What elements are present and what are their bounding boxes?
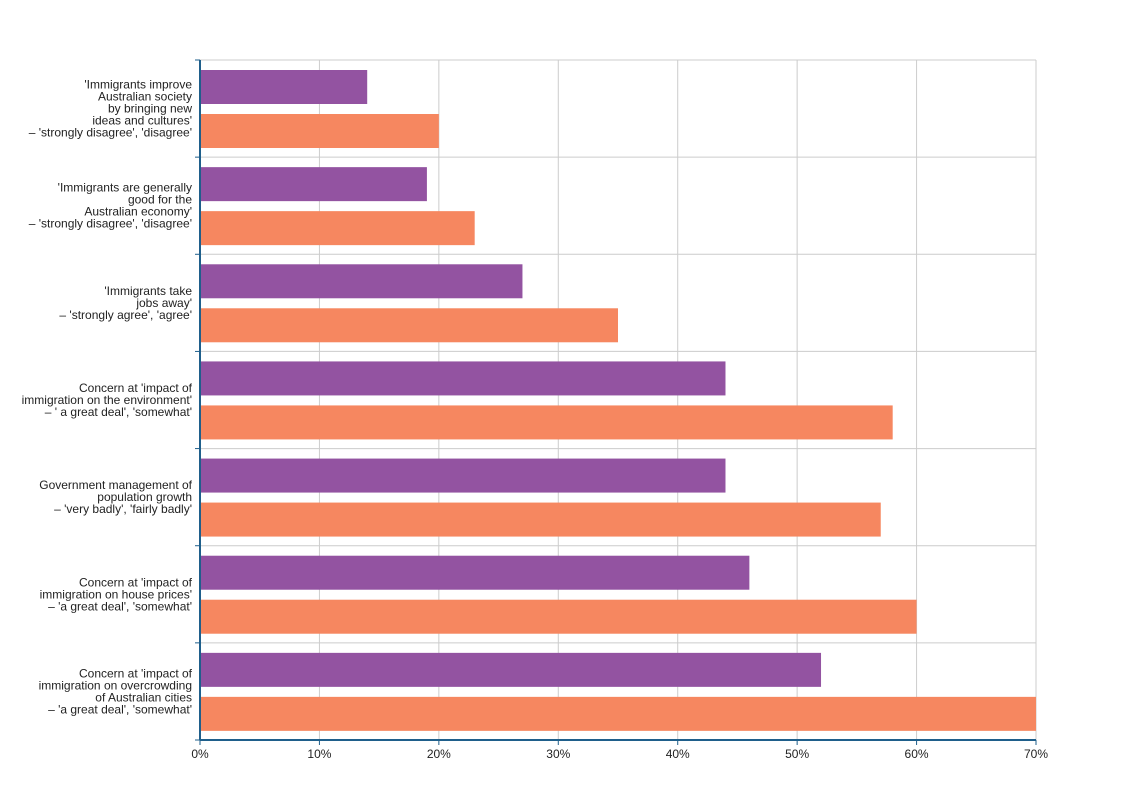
bar-series-1 (200, 458, 726, 493)
category-label-line: – 'strongly disagree', 'disagree' (29, 217, 192, 231)
category-label-line: – 'strongly disagree', 'disagree' (29, 126, 192, 140)
bar-series-2 (200, 405, 893, 440)
category-labels: 'Immigrants improve Australian society by … (22, 78, 193, 717)
bar-series-1 (200, 70, 368, 104)
bar-series-1 (200, 167, 427, 202)
category-label: Concern at 'impact of immigration on the … (22, 381, 193, 419)
category-label: Concern at 'impact of immigration on hous… (40, 575, 193, 613)
category-label: Government management of population growt… (39, 478, 192, 516)
category-label-line: by bringing new (108, 102, 192, 116)
bar-series-1 (200, 264, 523, 299)
bars (200, 70, 1036, 731)
category-label-line: immigration on house prices' (40, 587, 192, 601)
bar-series-2 (200, 599, 917, 634)
category-label-line: good for the (128, 193, 192, 207)
axes: 0% 10% 20% 30% 40% 50% 60% 70% (191, 59, 1048, 761)
category-label: 'Immigrants are generally good for the Aus… (29, 181, 193, 231)
x-tick-label: 30% (546, 747, 570, 761)
category-label-line: 'Immigrants are generally (58, 181, 192, 195)
category-label-line: Concern at 'impact of (79, 381, 193, 395)
category-label: 'Immigrants improve Australian society by … (29, 78, 193, 140)
category-label-line: – 'a great deal', 'somewhat' (48, 702, 192, 716)
x-tick-label: 20% (427, 747, 451, 761)
category-label-line: immigration on overcrowding (39, 678, 192, 692)
x-tick-label: 60% (905, 747, 929, 761)
x-tick-label: 0% (191, 747, 209, 761)
category-label-line: 'Immigrants improve (84, 78, 192, 92)
x-tick-label: 10% (307, 747, 331, 761)
category-label-line: Australian economy' (84, 205, 192, 219)
category-label: 'Immigrants take jobs away' – 'strongly ag… (59, 284, 192, 322)
bar-series-1 (200, 361, 726, 396)
category-label-line: of Australian cities (95, 690, 192, 704)
category-label-line: Australian society (98, 90, 192, 104)
bar-series-1 (200, 652, 822, 687)
category-label-line: – 'strongly agree', 'agree' (59, 308, 192, 322)
x-tick-label: 70% (1024, 747, 1048, 761)
category-label-line: – ' a great deal', 'somewhat' (45, 405, 192, 419)
x-tick-label: 40% (666, 747, 690, 761)
bar-series-1 (200, 555, 750, 590)
category-label-line: immigration on the environment' (22, 393, 192, 407)
category-label-line: population growth (97, 490, 192, 504)
category-label-line: ideas and cultures' (92, 114, 192, 128)
bar-series-2 (200, 696, 1036, 731)
bar-series-2 (200, 502, 881, 537)
category-label-line: Concern at 'impact of (79, 575, 193, 589)
x-tick-label: 50% (785, 747, 809, 761)
category-label-line: jobs away' (135, 296, 192, 310)
category-label-line: Government management of (39, 478, 192, 492)
category-label-line: 'Immigrants take (104, 284, 192, 298)
grid (199, 59, 1037, 741)
category-label: Concern at 'impact of immigration on over… (39, 666, 193, 716)
category-label-line: Concern at 'impact of (79, 666, 193, 680)
category-label-line: – 'very badly', 'fairly badly' (54, 502, 192, 516)
bar-series-2 (200, 308, 618, 343)
bar-series-2 (200, 211, 475, 246)
bar-series-2 (200, 114, 439, 148)
category-label-line: – 'a great deal', 'somewhat' (48, 599, 192, 613)
